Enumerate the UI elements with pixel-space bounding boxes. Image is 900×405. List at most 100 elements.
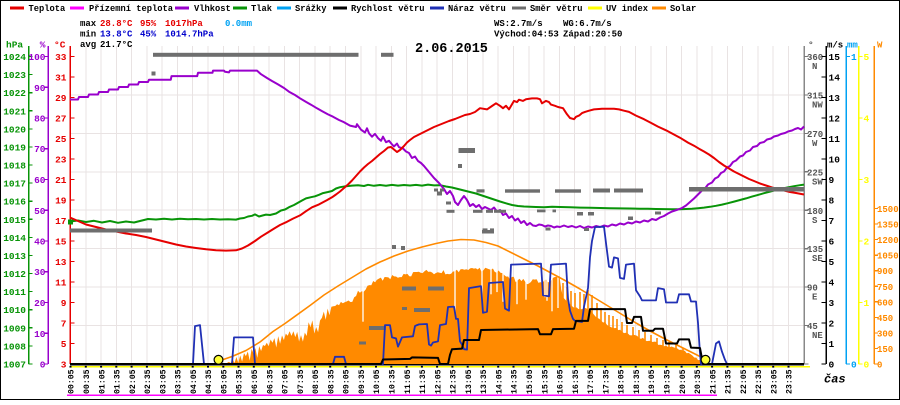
- svg-text:min: min: [80, 30, 96, 40]
- svg-text:mm: mm: [847, 41, 858, 51]
- svg-text:00:05: 00:05: [68, 369, 77, 394]
- svg-text:900: 900: [877, 267, 893, 277]
- svg-text:08:05: 08:05: [312, 369, 321, 394]
- svg-text:1500: 1500: [877, 205, 899, 215]
- svg-text:31: 31: [55, 73, 67, 84]
- svg-text:360: 360: [807, 53, 823, 63]
- svg-text:21.7°C: 21.7°C: [100, 40, 133, 50]
- svg-text:3: 3: [864, 175, 870, 186]
- svg-text:180: 180: [807, 207, 823, 217]
- svg-text:16:05: 16:05: [557, 369, 566, 394]
- svg-text:0.0mm: 0.0mm: [225, 19, 253, 29]
- svg-text:%: %: [40, 40, 46, 51]
- svg-text:07:05: 07:05: [282, 369, 291, 394]
- svg-text:W: W: [877, 41, 883, 51]
- svg-text:1200: 1200: [877, 236, 899, 246]
- svg-text:13: 13: [829, 93, 841, 104]
- svg-text:90: 90: [807, 284, 818, 294]
- svg-text:1018: 1018: [3, 161, 26, 172]
- svg-text:20: 20: [34, 298, 46, 309]
- svg-text:14:35: 14:35: [511, 369, 520, 394]
- svg-text:29: 29: [55, 93, 67, 104]
- svg-text:hPa: hPa: [6, 40, 23, 51]
- svg-text:1019: 1019: [3, 142, 26, 153]
- svg-text:6: 6: [829, 237, 835, 248]
- svg-text:1008: 1008: [3, 341, 26, 352]
- svg-text:33: 33: [55, 52, 67, 63]
- svg-text:15:35: 15:35: [541, 369, 550, 394]
- svg-text:5: 5: [829, 257, 835, 268]
- svg-text:60: 60: [34, 175, 46, 186]
- svg-text:max: max: [80, 19, 97, 29]
- svg-text:17:05: 17:05: [587, 369, 596, 394]
- svg-text:°: °: [808, 40, 814, 51]
- svg-text:Rychlost větru: Rychlost větru: [351, 4, 425, 14]
- svg-text:04:05: 04:05: [190, 369, 199, 394]
- svg-text:0: 0: [877, 361, 882, 371]
- svg-text:13:05: 13:05: [465, 369, 474, 394]
- svg-text:N: N: [812, 62, 817, 72]
- svg-text:1: 1: [829, 339, 835, 350]
- svg-text:09:05: 09:05: [343, 369, 352, 394]
- svg-text:21:35: 21:35: [725, 369, 734, 394]
- svg-text:1022: 1022: [3, 88, 26, 99]
- svg-text:0: 0: [851, 360, 857, 371]
- svg-text:9: 9: [829, 175, 835, 186]
- svg-text:30: 30: [34, 267, 46, 278]
- svg-text:S: S: [812, 216, 818, 226]
- svg-text:02:05: 02:05: [129, 369, 138, 394]
- svg-text:05:05: 05:05: [221, 369, 230, 394]
- svg-text:19: 19: [55, 196, 67, 207]
- svg-text:19:05: 19:05: [648, 369, 657, 394]
- svg-text:1014: 1014: [3, 233, 26, 244]
- svg-text:18:05: 18:05: [618, 369, 627, 394]
- svg-text:21: 21: [55, 175, 67, 186]
- svg-text:21:05: 21:05: [709, 369, 718, 394]
- svg-text:03:05: 03:05: [159, 369, 168, 394]
- svg-text:1007: 1007: [3, 360, 26, 371]
- svg-text:07:35: 07:35: [297, 369, 306, 394]
- svg-text:1350: 1350: [877, 221, 899, 231]
- svg-text:01:35: 01:35: [114, 369, 123, 394]
- svg-text:2.06.2015: 2.06.2015: [415, 42, 488, 57]
- svg-text:14: 14: [829, 73, 841, 84]
- svg-text:SE: SE: [812, 254, 823, 264]
- svg-text:9: 9: [61, 298, 67, 309]
- svg-text:17: 17: [55, 216, 67, 227]
- svg-text:04:35: 04:35: [205, 369, 214, 394]
- svg-text:300: 300: [877, 329, 893, 339]
- svg-text:06:35: 06:35: [266, 369, 275, 394]
- svg-text:°C: °C: [54, 40, 66, 51]
- svg-text:5: 5: [864, 52, 870, 63]
- svg-text:22:05: 22:05: [740, 369, 749, 394]
- svg-text:1009: 1009: [3, 323, 26, 334]
- svg-text:1013: 1013: [3, 251, 26, 262]
- svg-text:23:35: 23:35: [786, 369, 795, 394]
- svg-text:16:35: 16:35: [572, 369, 581, 394]
- svg-text:1: 1: [851, 52, 857, 63]
- svg-text:28.8°C: 28.8°C: [100, 19, 133, 29]
- svg-text:08:35: 08:35: [327, 369, 336, 394]
- svg-text:05:35: 05:35: [236, 369, 245, 394]
- svg-text:UV index: UV index: [606, 4, 649, 14]
- svg-text:10:05: 10:05: [373, 369, 382, 394]
- svg-text:3: 3: [829, 298, 835, 309]
- svg-text:E: E: [812, 293, 818, 303]
- svg-text:14:05: 14:05: [495, 369, 504, 394]
- svg-text:0: 0: [829, 360, 835, 371]
- svg-text:7: 7: [829, 216, 835, 227]
- svg-text:23: 23: [55, 155, 67, 166]
- svg-text:1021: 1021: [3, 106, 26, 117]
- svg-text:3: 3: [61, 360, 67, 371]
- svg-text:13:35: 13:35: [480, 369, 489, 394]
- svg-text:02:35: 02:35: [144, 369, 153, 394]
- svg-text:2: 2: [829, 319, 835, 330]
- svg-text:1016: 1016: [3, 197, 26, 208]
- svg-text:12:05: 12:05: [434, 369, 443, 394]
- svg-text:01:05: 01:05: [98, 369, 107, 394]
- svg-text:Přízemní teplota: Přízemní teplota: [89, 4, 174, 14]
- svg-text:WG:6.7m/s: WG:6.7m/s: [563, 19, 612, 29]
- svg-text:00:35: 00:35: [83, 369, 92, 394]
- svg-text:Náraz větru: Náraz větru: [448, 4, 506, 14]
- svg-text:600: 600: [877, 298, 893, 308]
